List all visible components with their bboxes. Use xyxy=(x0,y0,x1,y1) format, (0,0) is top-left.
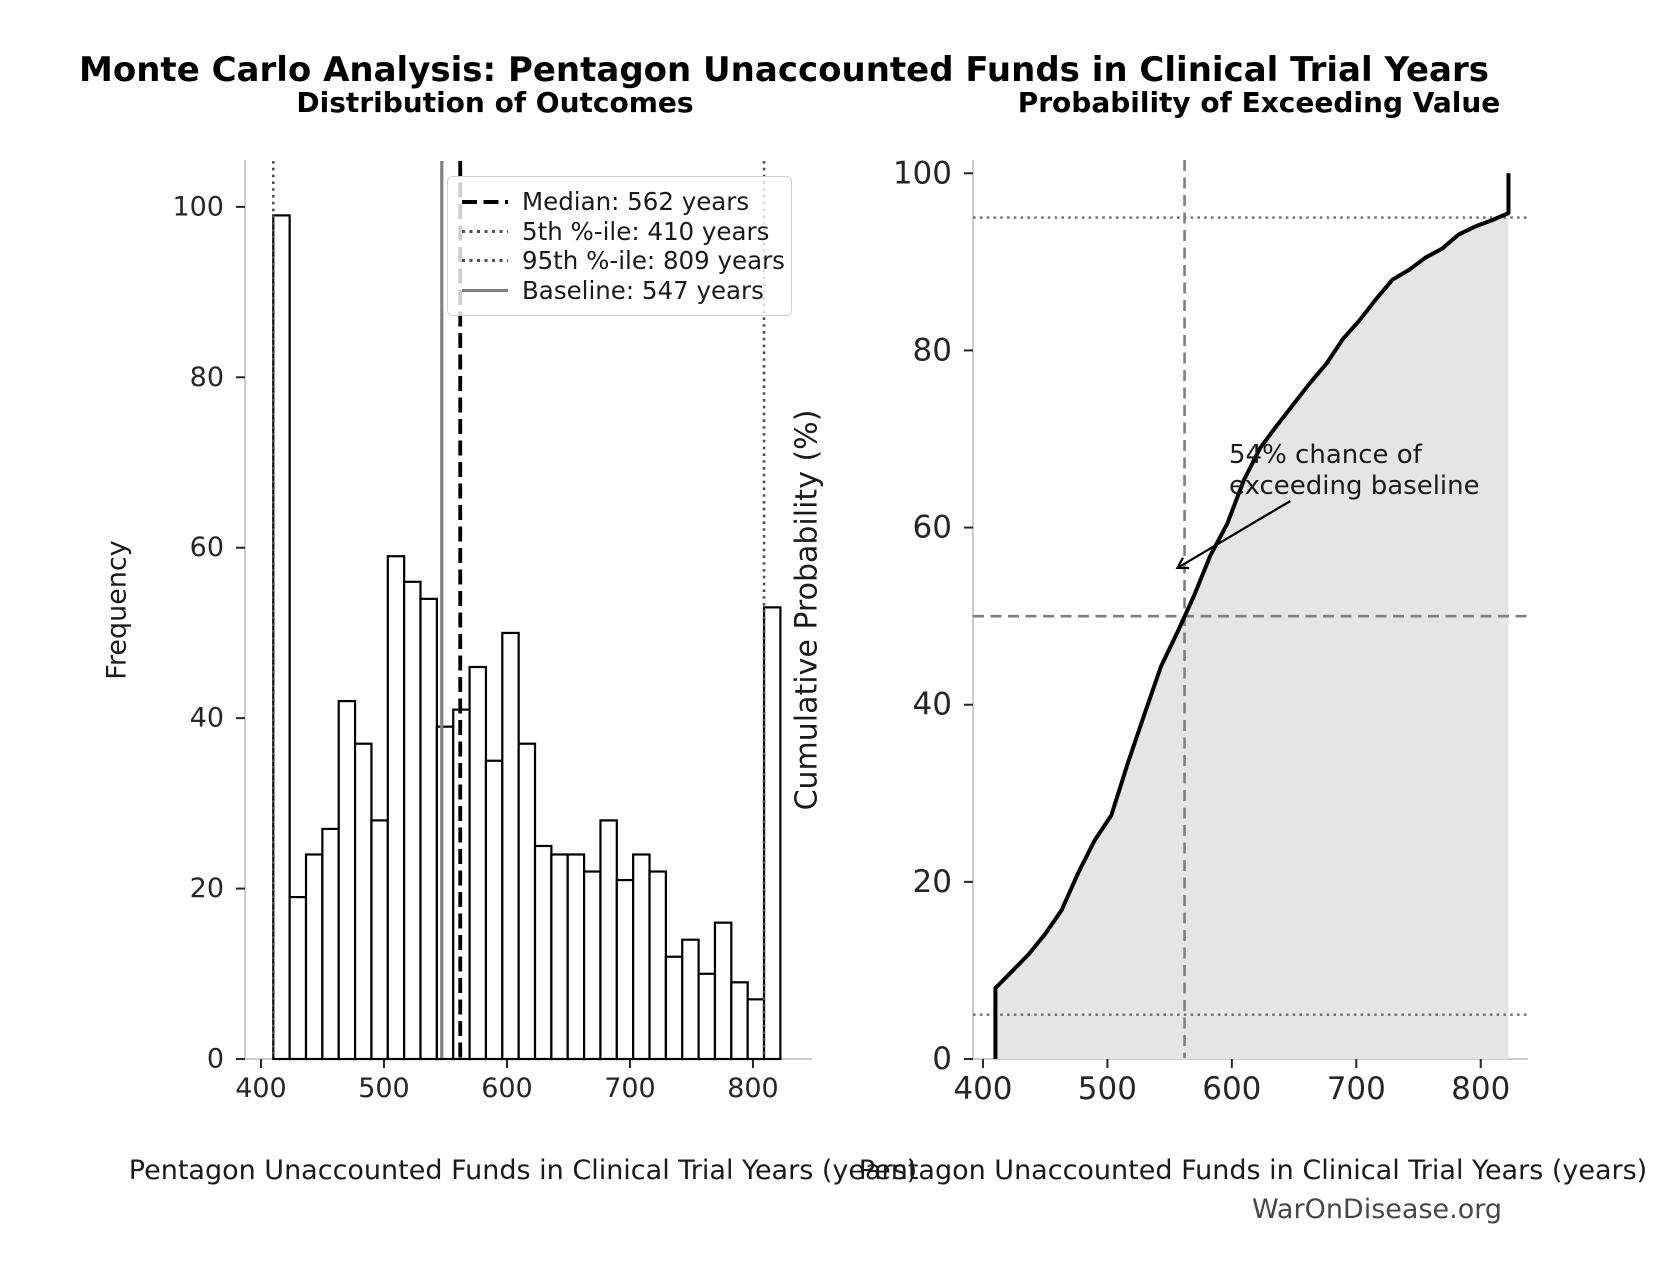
svg-text:700: 700 xyxy=(1327,1071,1386,1107)
histogram-bar xyxy=(353,742,373,1061)
legend-label-baseline: Baseline: 547 years xyxy=(522,275,764,305)
histogram-bar xyxy=(762,606,782,1061)
svg-text:20: 20 xyxy=(190,873,224,904)
histogram-bar xyxy=(681,938,700,1061)
svg-text:100: 100 xyxy=(893,155,952,191)
legend-label-5th-percentile: 5th %-ile: 410 years xyxy=(522,216,770,246)
histogram-bar xyxy=(435,725,455,1061)
histogram-bar xyxy=(304,853,324,1061)
histogram-bar xyxy=(566,853,586,1061)
histogram-x-axis-label: Pentagon Unaccounted Funds in Clinical T… xyxy=(128,1155,918,1186)
histogram-bar xyxy=(615,878,635,1061)
figure-title: Monte Carlo Analysis: Pentagon Unaccount… xyxy=(79,50,1489,90)
cdf-title: Probability of Exceeding Value xyxy=(1017,86,1501,119)
svg-text:60: 60 xyxy=(913,510,952,546)
histogram-bar xyxy=(550,853,569,1061)
annotation-line-2: exceeding baseline xyxy=(1229,471,1480,501)
histogram-bar xyxy=(403,580,422,1061)
legend-row-baseline: Baseline: 547 years xyxy=(462,276,777,306)
histogram-bar xyxy=(272,214,291,1061)
histogram-bar xyxy=(632,853,651,1061)
histogram-bar xyxy=(501,631,520,1061)
histogram-bar xyxy=(533,844,553,1061)
histogram-title: Distribution of Outcomes xyxy=(296,86,694,119)
svg-text:80: 80 xyxy=(913,332,952,368)
legend-row-95th-percentile: 95th %-ile: 809 years xyxy=(462,246,785,276)
histogram-bar xyxy=(386,555,406,1061)
svg-text:40: 40 xyxy=(913,687,952,723)
svg-text:0: 0 xyxy=(207,1044,224,1075)
histogram-bar xyxy=(730,981,749,1061)
svg-text:100: 100 xyxy=(172,191,224,222)
median-line-key-icon xyxy=(462,199,508,204)
histogram-bar xyxy=(599,819,618,1061)
svg-text:600: 600 xyxy=(1202,1071,1261,1107)
histogram-bar xyxy=(697,972,717,1061)
histogram-bar xyxy=(370,819,389,1061)
histogram-bar xyxy=(419,597,438,1061)
svg-text:80: 80 xyxy=(190,362,224,393)
histogram-y-axis-label: Frequency xyxy=(101,540,133,680)
svg-text:400: 400 xyxy=(953,1071,1012,1107)
histogram-bar xyxy=(288,895,308,1061)
svg-text:800: 800 xyxy=(727,1073,779,1104)
cdf-plot: 0 20 40 60 80 100 400 500 600 700 800 xyxy=(893,155,1528,1107)
svg-text:40: 40 xyxy=(190,703,224,734)
svg-text:0: 0 xyxy=(932,1041,952,1077)
histogram-bar xyxy=(648,870,667,1061)
svg-text:800: 800 xyxy=(1451,1071,1510,1107)
watermark: WarOnDisease.org xyxy=(1251,1194,1502,1225)
cdf-x-axis-label: Pentagon Unaccounted Funds in Clinical T… xyxy=(858,1155,1648,1186)
legend-row-5th-percentile: 5th %-ile: 410 years xyxy=(462,217,777,247)
histogram-bars xyxy=(272,214,782,1061)
legend-label-median: Median: 562 years xyxy=(522,187,750,217)
percentile5-line-key-icon xyxy=(462,229,508,233)
svg-text:20: 20 xyxy=(913,864,952,900)
histogram-bar xyxy=(468,665,488,1061)
cdf-area-fill xyxy=(995,213,1509,1060)
histogram-bar xyxy=(746,998,766,1061)
baseline-line-key-icon xyxy=(462,288,508,292)
svg-text:600: 600 xyxy=(481,1073,533,1104)
legend-label-95th-percentile: 95th %-ile: 809 years xyxy=(522,246,785,276)
histogram-plot: 0 20 40 60 80 100 400 500 600 700 800 xyxy=(172,160,812,1104)
legend: Median: 562 years 5th %-ile: 410 years 9… xyxy=(447,176,792,316)
cdf-curve xyxy=(993,173,1511,1059)
histogram-bar xyxy=(517,742,537,1061)
histogram-bar xyxy=(484,759,504,1061)
svg-text:500: 500 xyxy=(1078,1071,1137,1107)
histogram-bar xyxy=(337,700,357,1061)
svg-text:60: 60 xyxy=(190,532,224,563)
cdf-annotation: 54% chance of exceeding baseline xyxy=(1229,440,1480,502)
histogram-bar xyxy=(713,921,733,1061)
svg-text:400: 400 xyxy=(235,1073,287,1104)
cdf-y-axis-label: Cumulative Probability (%) xyxy=(789,409,825,811)
histogram-bar xyxy=(582,870,602,1061)
histogram-bar xyxy=(321,827,340,1061)
legend-row-median: Median: 562 years xyxy=(462,187,777,217)
svg-text:700: 700 xyxy=(604,1073,656,1104)
percentile95-line-key-icon xyxy=(462,259,508,263)
svg-text:500: 500 xyxy=(358,1073,410,1104)
annotation-line-1: 54% chance of xyxy=(1229,440,1422,470)
histogram-bar xyxy=(664,955,684,1061)
